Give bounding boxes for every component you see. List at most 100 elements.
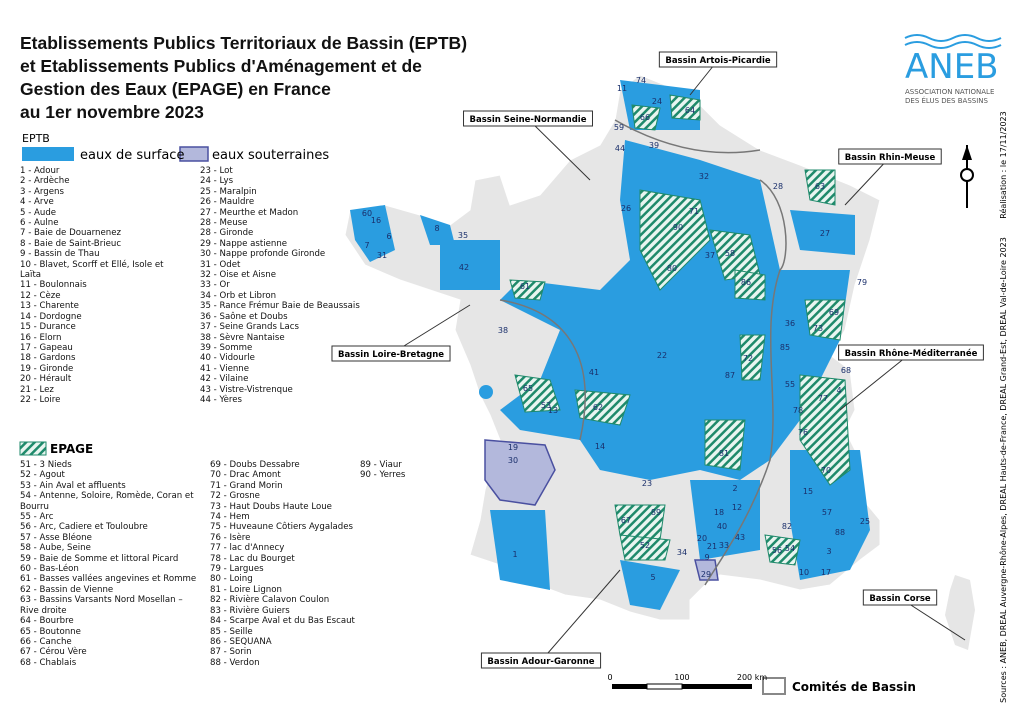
eptb-item: 23 - Lot	[200, 166, 233, 176]
legend-surface: eaux de surface	[80, 148, 184, 163]
map-label: 14	[595, 442, 605, 451]
epage-item: 81 - Loire Lignon	[210, 584, 282, 595]
title-line: et Etablissements Publics d'Aménagement …	[20, 56, 422, 76]
eptb-item: 11 - Boulonnais	[20, 280, 87, 291]
map-label: 52	[640, 541, 650, 550]
map-label: 39	[649, 141, 659, 150]
eptb-item: 20 - Hérault	[20, 374, 72, 385]
map-label: 17	[821, 568, 831, 577]
map-label: 72	[743, 354, 753, 363]
map-label: 15	[803, 487, 813, 496]
scale-label: 100	[674, 673, 689, 682]
sources: Sources : ANEB, DREAL Auvergne-Rhône-Alp…	[998, 237, 1008, 703]
map-label: 53	[541, 401, 551, 410]
map-label: 55	[785, 380, 795, 389]
epage-item: 58 - Aube, Seine	[20, 543, 91, 554]
eptb-item: 8 - Baie de Saint-Brieuc	[20, 238, 122, 249]
epage-item: 84 - Scarpe Aval et du Bas Escaut	[210, 616, 355, 627]
epage-list: 51 - 3 Nieds 52 - Agout 53 - Ain Aval et a…	[20, 460, 200, 668]
eptb-item: 14 - Dordogne	[20, 311, 82, 322]
map-label: 89	[651, 508, 661, 517]
eptb-item: 19 - Gironde	[20, 363, 74, 374]
epage-item: 87 - Sorin	[210, 647, 252, 658]
date: Réalisation : le 17/11/2023	[998, 111, 1008, 218]
map-label: 26	[621, 204, 631, 213]
map-label: 73	[813, 324, 823, 333]
map-label: 78	[793, 406, 803, 415]
logo-tagline: ASSOCIATION NATIONALE	[905, 88, 994, 96]
eptb-item: 13 - Charente	[20, 301, 79, 312]
epage-item: 80 - Loing	[210, 574, 253, 585]
eptb-item: 44 - Yères	[200, 394, 243, 405]
map-label: 58	[725, 249, 735, 258]
eptb-item: 41 - Vienne	[200, 363, 250, 374]
legend-epage: EPAGE	[50, 442, 93, 456]
logo-name: ANEB	[905, 47, 999, 87]
map-label: 86	[741, 278, 751, 287]
epage-item: 74 - Hem	[210, 512, 250, 523]
basin-box	[480, 652, 602, 669]
epage-item: 71 - Grand Morin	[210, 480, 283, 491]
epage-item: 53 - Ain Aval et affluents	[20, 480, 126, 491]
basin-label: Bassin Artois-Picardie	[665, 56, 771, 66]
map-label: 6	[386, 232, 391, 241]
epage-item: 66 - Canche	[20, 636, 72, 647]
map-label: 43	[735, 533, 745, 542]
map-label: 16	[371, 216, 381, 225]
swatch-surface	[22, 147, 74, 161]
basin-box	[331, 345, 451, 362]
title-line: au 1er novembre 2023	[20, 102, 204, 122]
eptb-item: 25 - Maralpin	[200, 186, 257, 197]
map-label: 82	[782, 522, 792, 531]
map-label: 64	[685, 106, 695, 115]
map-label: 36	[785, 319, 795, 328]
map-label: 70	[821, 466, 831, 475]
eptb-item: 27 - Meurthe et Madon	[200, 207, 299, 218]
map-label: 12	[732, 503, 742, 512]
map-label: 77	[818, 394, 828, 403]
logo-waves	[904, 34, 1002, 49]
eptb-item: 15 - Durance	[20, 322, 76, 333]
eptb-item: 37 - Seine Grands Lacs	[200, 322, 299, 333]
swatch-comites	[762, 677, 786, 695]
map-label: 34	[677, 548, 687, 557]
map-label: 62	[593, 403, 603, 412]
legend-souterraine: eaux souterraines	[212, 148, 329, 163]
epage-list: 69 - Doubs Dessabre 70 - Drac Amont 71 - G…	[210, 460, 360, 668]
map-label: 57	[822, 508, 832, 517]
map-label: 20	[697, 534, 707, 543]
eptb-list: 1 - Adour 2 - Ardèche 3 - Argens 4 - Arve 5 …	[20, 166, 180, 405]
epage-item: 79 - Largues	[210, 564, 264, 575]
basin-box	[838, 148, 942, 165]
map-label: 71	[689, 207, 699, 216]
eptb-item: 28 - Gironde	[200, 228, 254, 239]
eptb-item: 31 - Odet	[200, 259, 241, 270]
scale-label: 0	[607, 673, 612, 682]
epage-item: 61 - Basses vallées angevines et Romme	[20, 574, 197, 585]
basin-pointer	[839, 352, 912, 411]
north-arrow	[960, 145, 974, 208]
epage-item: 82 - Rivière Calavon Coulon	[210, 595, 330, 606]
map-label: 18	[714, 508, 724, 517]
eptb-item: 6 - Aulne	[20, 218, 59, 229]
eptb-item: 7 - Baie de Douarnenez	[20, 228, 122, 239]
map-label: 19	[508, 443, 518, 452]
map-label: 11	[617, 84, 627, 93]
map-label: 22	[657, 351, 667, 360]
eptb-item: 29 - Nappe astienne	[200, 238, 288, 249]
map-label: 88	[835, 528, 845, 537]
epage-item: 57 - Asse Bléone	[20, 532, 92, 543]
eptb-item: 4 - Arve	[20, 197, 54, 208]
epage-item: 90 - Yerres	[360, 470, 406, 481]
eptb-item: 10 - Blavet, Scorff et Ellé, Isole et La…	[20, 259, 164, 281]
epage-item: 54 - Antenne, Soloire, Romède, Coran et …	[20, 491, 194, 512]
swatch-epage	[19, 441, 47, 456]
legend-swatches	[19, 34, 1002, 695]
epage-item: 51 - 3 Nieds	[20, 460, 72, 470]
eptb-item: 40 - Vidourle	[200, 353, 255, 364]
eptb-item: 24 - Lys	[200, 176, 234, 187]
eptb-item: 38 - Sèvre Nantaise	[200, 332, 285, 343]
map-label: 35	[458, 231, 468, 240]
eptb-item: 22 - Loire	[20, 394, 61, 405]
